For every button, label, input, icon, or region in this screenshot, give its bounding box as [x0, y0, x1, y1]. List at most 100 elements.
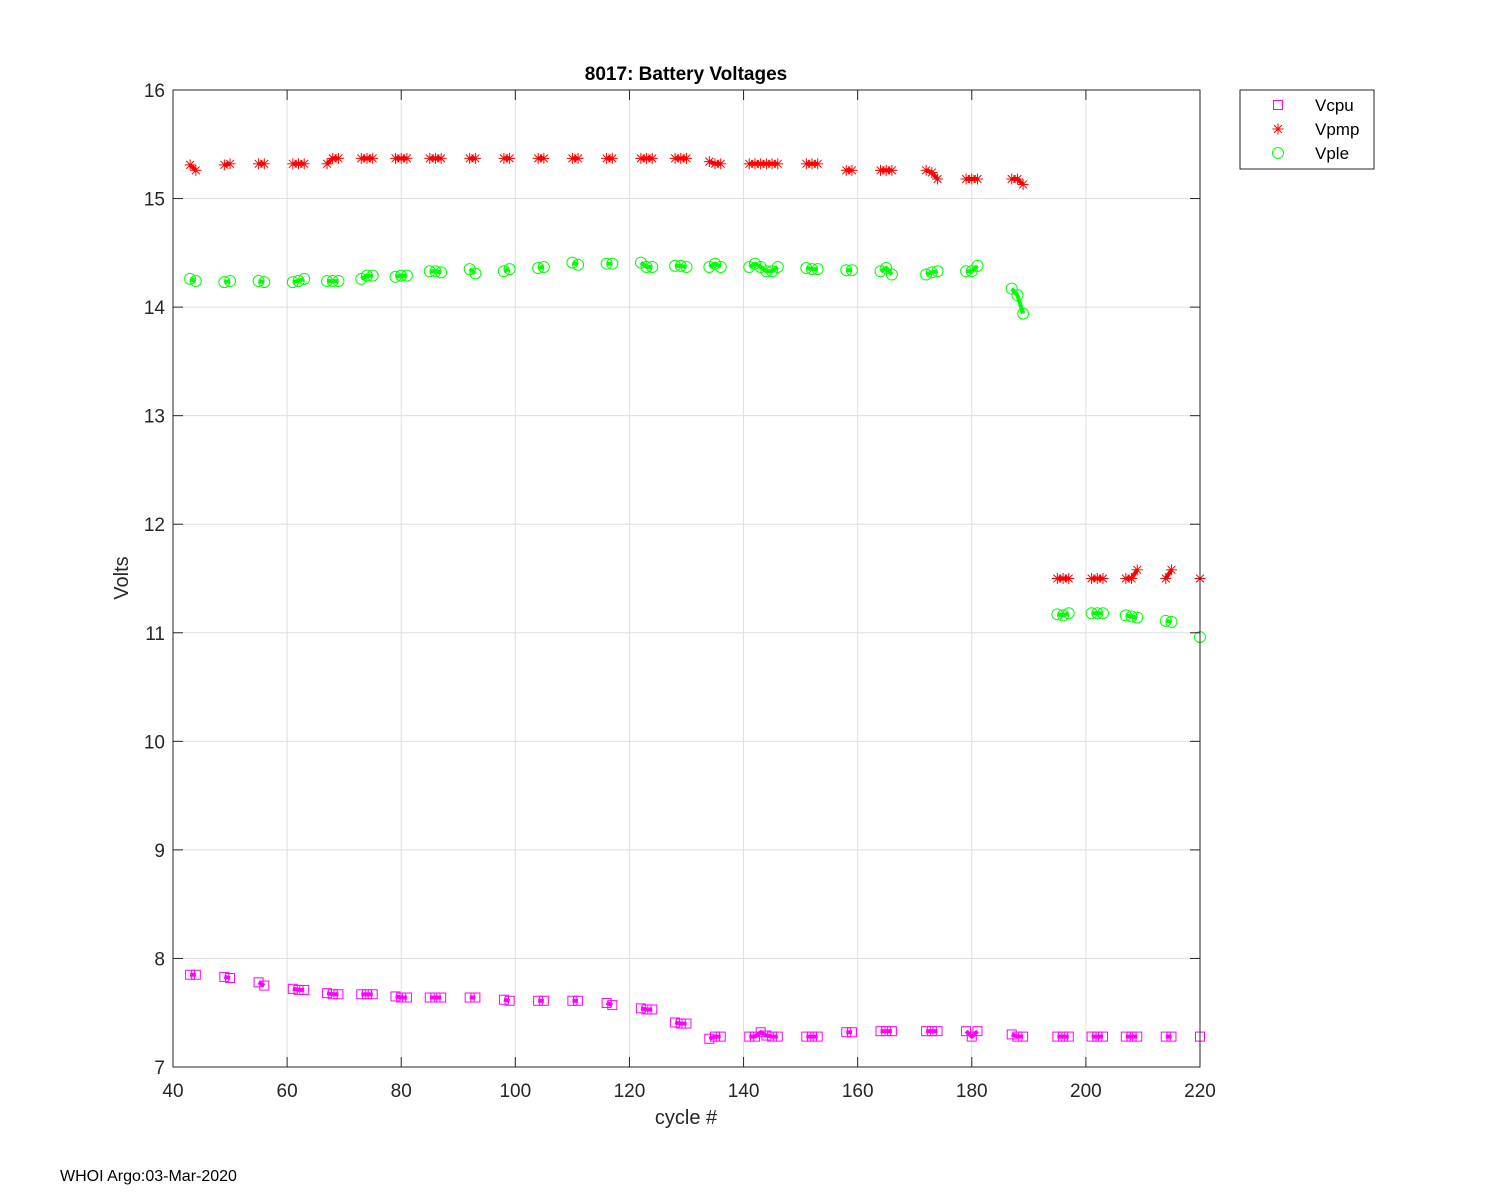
vcpu-point — [573, 995, 584, 1006]
vple-line-segment — [223, 279, 231, 285]
y-tick-label: 11 — [145, 624, 165, 645]
vcpu-point — [841, 1027, 852, 1038]
vcpu-point — [299, 984, 310, 995]
vpmp-point — [1131, 564, 1143, 576]
vpmp-point — [1063, 573, 1075, 584]
vcpu-point — [1058, 1031, 1069, 1042]
vpmp-point — [538, 152, 550, 164]
vple-point — [258, 276, 271, 289]
plot-background — [173, 90, 1200, 1067]
y-tick-label: 14 — [144, 298, 166, 319]
vcpu-point — [846, 1027, 857, 1038]
vcpu-point — [287, 983, 298, 994]
vcpu-point — [1086, 1031, 1097, 1042]
vple-point — [292, 275, 305, 288]
vcpu-point — [715, 1031, 726, 1042]
vpmp-point — [715, 158, 727, 170]
vple-point — [840, 264, 853, 277]
vple-point — [680, 260, 693, 273]
vpmp-point — [469, 152, 481, 164]
vpmp-point — [846, 164, 858, 176]
vpmp-point — [218, 159, 230, 171]
vcpu-point — [601, 997, 612, 1008]
vcpu-point — [567, 995, 578, 1006]
vcpu-point — [761, 1030, 772, 1041]
y-axis-ticks: 7 8 9 10 11 12 13 14 15 16 — [144, 81, 1200, 1079]
vcpu-point — [886, 1026, 897, 1037]
vple-point — [572, 258, 585, 271]
vcpu-point — [921, 1026, 932, 1037]
vcpu-point — [607, 1000, 618, 1011]
legend-label-vcpu: Vcpu — [1315, 96, 1354, 115]
y-tick-label: 9 — [154, 841, 165, 862]
vcpu-point — [647, 1004, 658, 1015]
vcpu-point — [744, 1031, 755, 1042]
vcpu-point — [498, 994, 509, 1005]
vcpu-point — [533, 995, 544, 1006]
vple-point — [366, 269, 379, 282]
vcpu-line-segment — [326, 991, 339, 997]
vcpu-point — [675, 1018, 686, 1029]
vple-line-segment — [537, 264, 545, 270]
vple-point — [748, 257, 761, 270]
vple-point — [566, 256, 579, 269]
vcpu-point — [1126, 1031, 1137, 1042]
vcpu-point — [1166, 1031, 1177, 1042]
vcpu-point — [755, 1027, 766, 1038]
vpmp-point — [812, 158, 824, 170]
x-tick-label: 220 — [1184, 1081, 1216, 1102]
vcpu-point — [1052, 1031, 1063, 1042]
x-tick-label: 100 — [499, 1081, 531, 1102]
y-axis-label: Volts — [111, 556, 133, 599]
vcpu-point — [259, 980, 270, 991]
vpmp-point — [401, 152, 413, 164]
vpmp-point — [681, 152, 692, 164]
y-tick-label: 13 — [144, 407, 165, 428]
vpmp-point — [1160, 573, 1172, 584]
vcpu-point — [424, 992, 435, 1003]
vcpu-point — [401, 992, 412, 1003]
vcpu-point — [932, 1026, 943, 1037]
vcpu-point — [430, 992, 441, 1003]
vpmp-point — [926, 167, 938, 179]
vpmp-point — [435, 152, 447, 164]
vpmp-point — [971, 173, 983, 185]
vple-point — [1097, 607, 1110, 620]
vple-point — [1062, 607, 1075, 620]
vcpu-line-segment — [674, 1020, 687, 1026]
vcpu-point — [367, 989, 378, 1000]
vcpu-point — [881, 1026, 892, 1037]
vpmp-point — [258, 158, 270, 170]
vple-point — [1159, 614, 1172, 627]
y-tick-label: 12 — [144, 515, 165, 536]
legend-label-vple: Vple — [1315, 144, 1349, 163]
vple-point — [298, 272, 311, 285]
vcpu-point — [464, 992, 475, 1003]
vpmp-point — [367, 152, 379, 164]
vple-point — [537, 260, 550, 273]
vpmp-point — [772, 158, 784, 170]
vcpu-point — [1006, 1029, 1017, 1040]
vcpu-point — [681, 1018, 692, 1029]
x-tick-label: 180 — [956, 1081, 988, 1102]
x-tick-label: 140 — [728, 1081, 760, 1102]
vple-point — [674, 259, 687, 272]
vcpu-point — [190, 969, 201, 980]
vcpu-line-segment — [964, 1029, 979, 1040]
vple-point — [360, 269, 373, 282]
vcpu-point — [972, 1026, 983, 1037]
vple-point — [806, 263, 819, 276]
vcpu-point — [812, 1031, 823, 1042]
vple-point — [1091, 607, 1104, 620]
vpmp-point — [606, 152, 618, 164]
y-tick-label: 10 — [144, 732, 165, 753]
vple-point — [1125, 610, 1138, 623]
vple-point — [1165, 615, 1178, 628]
vpmp-point — [1126, 573, 1138, 584]
legend-marker-vpmp — [1272, 123, 1284, 135]
vple-point — [600, 257, 613, 270]
vple-point — [771, 260, 784, 273]
vcpu-point — [504, 995, 515, 1006]
vple-point — [1011, 289, 1024, 302]
vcpu-point — [333, 989, 344, 1000]
